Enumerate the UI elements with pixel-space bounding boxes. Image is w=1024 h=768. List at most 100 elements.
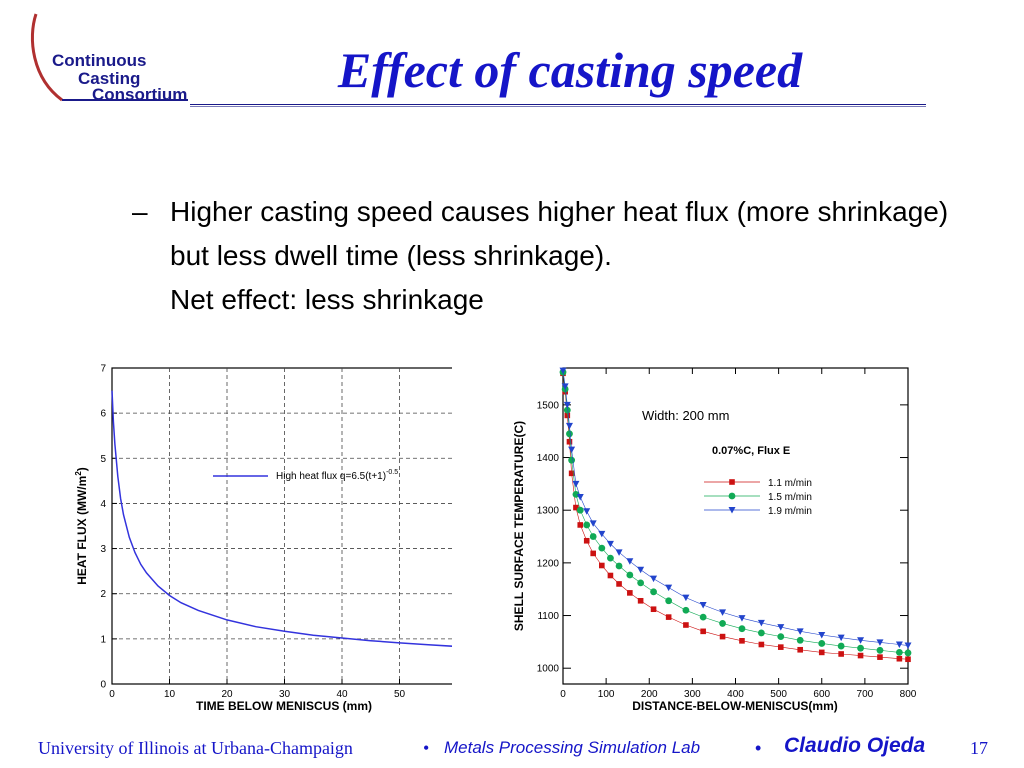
data-point [777, 644, 784, 650]
bullet-dash: – [132, 196, 148, 227]
data-point [615, 562, 623, 570]
data-point [607, 554, 614, 562]
data-point [818, 649, 825, 656]
data-point [665, 614, 672, 620]
data-point [563, 401, 571, 409]
data-point [583, 537, 590, 544]
title-divider [190, 104, 926, 105]
x-tick-label: 500 [770, 689, 787, 700]
slide-title: Effect of casting speed [337, 42, 803, 98]
legend-label: 1.9 m/min [768, 506, 812, 517]
data-point [665, 584, 673, 592]
data-point [568, 446, 576, 454]
data-point [637, 597, 644, 604]
logo-line1: Continuous [52, 51, 146, 70]
data-point [598, 544, 606, 552]
data-point [757, 629, 765, 637]
data-point [607, 572, 614, 579]
legend-label: High heat flux q=6.5(t+1)-0.5 [276, 469, 398, 482]
data-point [626, 558, 634, 565]
footer-lab: Metals Processing Simulation Lab [444, 738, 701, 757]
data-point [563, 406, 571, 414]
x-tick-label: 700 [857, 689, 874, 700]
data-point [682, 606, 690, 614]
footer-author: Claudio Ojeda [784, 734, 926, 757]
y-tick-label: 0 [100, 680, 106, 691]
y-tick-label: 7 [100, 364, 106, 375]
data-point [576, 506, 584, 514]
data-point [904, 649, 912, 657]
data-point [797, 646, 803, 653]
data-point [573, 504, 579, 511]
data-point [777, 624, 785, 631]
data-point [719, 633, 726, 640]
data-point [637, 566, 645, 574]
x-axis-label: DISTANCE-BELOW-MENISCUS(mm) [632, 699, 838, 713]
y-tick-label: 1300 [537, 506, 560, 517]
legend: 1.1 m/min 1.5 m/min 1.9 m/min [704, 478, 812, 517]
data-point [665, 597, 673, 605]
axis-ticks: 0 100 200 300 400 500 600 700 800 1000 1100 1200 130… [537, 368, 917, 700]
data-point [565, 422, 573, 430]
data-point [568, 470, 575, 477]
data-point [838, 651, 844, 657]
data-point [683, 622, 689, 628]
legend-marker [728, 492, 736, 500]
series-layer [111, 390, 452, 647]
data-point [616, 581, 622, 587]
x-tick-label: 0 [560, 689, 566, 700]
net-effect-text: Net effect: less shrinkage [170, 284, 484, 315]
steel-annotation: 0.07%C, Flux E [712, 445, 790, 457]
data-point [857, 637, 865, 644]
series-line [562, 370, 909, 646]
x-tick-label: 400 [727, 689, 744, 700]
data-point [627, 590, 633, 596]
page-number: 17 [970, 738, 988, 758]
x-tick-label: 200 [641, 689, 658, 700]
data-point [566, 430, 573, 438]
grid-lines [112, 368, 452, 684]
x-tick-label: 0 [109, 689, 115, 700]
data-point [637, 579, 645, 587]
x-tick-label: 40 [336, 689, 348, 700]
axis-ticks: 0 10 20 30 40 50 60 0 1 2 3 4 5 6 7 [100, 364, 452, 701]
x-tick-label: 30 [279, 689, 291, 700]
data-point [796, 628, 804, 635]
data-point [650, 575, 658, 583]
data-point [615, 549, 623, 556]
footer: University of Illinois at Urbana-Champai… [38, 734, 998, 762]
legend-marker [728, 507, 736, 514]
x-tick-label: 50 [394, 689, 406, 700]
series-triangle-down [559, 367, 912, 650]
data-point [876, 639, 884, 646]
y-tick-label: 5 [100, 454, 106, 465]
logo-line3: Consortium [92, 85, 187, 104]
data-point [877, 654, 883, 660]
series-square [560, 370, 911, 663]
data-point [896, 655, 903, 662]
legend: High heat flux q=6.5(t+1)-0.5 [213, 469, 398, 482]
data-point [895, 649, 903, 656]
data-point [837, 642, 845, 650]
title-divider-shadow [190, 106, 926, 107]
data-point [589, 533, 597, 540]
logo-graphic: Continuous Casting Consortium [30, 13, 188, 104]
data-point [895, 641, 903, 648]
data-point [700, 628, 706, 635]
data-point [719, 609, 727, 616]
consortium-logo: Continuous Casting Consortium [22, 8, 194, 112]
footer-separator-2: • [755, 738, 762, 758]
x-tick-label: 800 [900, 689, 917, 700]
data-point [904, 642, 912, 650]
plot-frame [562, 367, 909, 685]
data-point [589, 520, 597, 527]
data-point [590, 550, 596, 557]
data-point [739, 638, 745, 644]
data-point [583, 521, 591, 529]
heat-flux-chart: 0 10 20 30 40 50 60 0 1 2 3 4 5 6 7 High heat flux q=6… [74, 364, 452, 713]
data-point [568, 456, 576, 464]
y-tick-label: 4 [100, 499, 106, 510]
width-annotation: Width: 200 mm [642, 408, 729, 423]
bullet-point: – Higher casting speed causes higher hea… [132, 190, 972, 322]
series-layer [559, 367, 912, 663]
